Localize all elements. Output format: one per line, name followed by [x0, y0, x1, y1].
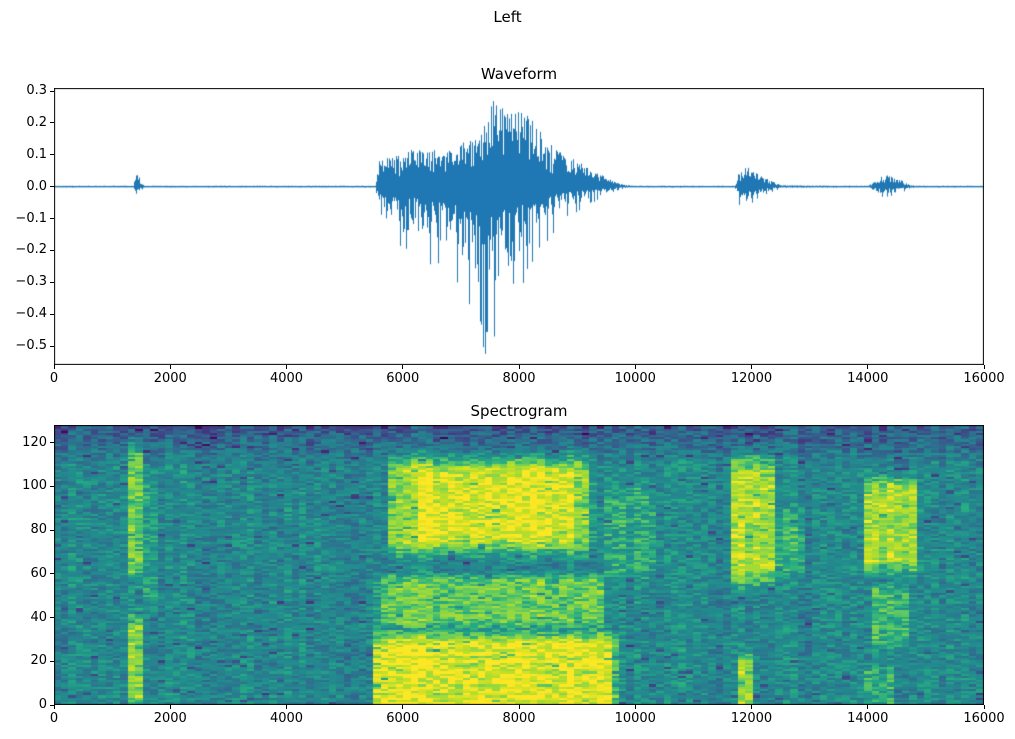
- waveform-xtick-mark: [286, 365, 287, 369]
- waveform-ytick-label: −0.2: [15, 242, 47, 258]
- waveform-xtick-mark: [402, 365, 404, 369]
- waveform-xtick-label: 10000: [614, 371, 656, 386]
- spectrogram-ytick-label: 40: [30, 609, 47, 625]
- waveform-xtick-label: 6000: [386, 371, 420, 386]
- spectrogram-xtick-label: 12000: [730, 711, 773, 726]
- spectrogram-xtick-mark: [751, 705, 752, 709]
- waveform-ytick-label: −0.3: [15, 274, 47, 290]
- spectrogram-ytick-label: 0: [38, 697, 47, 712]
- waveform-ytick-label: 0.1: [26, 146, 47, 162]
- waveform-xtick-mark: [169, 365, 171, 369]
- waveform-ytick-mark: [50, 90, 54, 92]
- spectrogram-xtick-mark: [402, 705, 404, 709]
- spectrogram-xtick-mark: [286, 705, 287, 709]
- spectrogram-ytick-label: 80: [30, 522, 47, 537]
- waveform-title: Waveform: [480, 65, 558, 83]
- waveform-xtick-mark: [518, 365, 520, 369]
- waveform-xtick-label: 0: [49, 371, 59, 386]
- waveform-ytick-mark: [50, 218, 54, 220]
- spectrogram-ytick-mark: [50, 573, 54, 575]
- spectrogram-xtick-mark: [169, 705, 171, 709]
- spectrogram-ytick-mark: [50, 485, 54, 487]
- waveform-xtick-label: 2000: [153, 371, 187, 386]
- waveform-ytick-mark: [50, 186, 54, 188]
- waveform-xtick-mark: [751, 365, 752, 369]
- spectrogram-ytick-mark: [50, 704, 54, 706]
- spectrogram-xtick-mark: [634, 705, 636, 709]
- waveform-ytick-mark: [50, 154, 54, 156]
- spectrogram-xtick-mark: [983, 705, 985, 709]
- spectrogram-ytick-mark: [50, 442, 54, 443]
- spectrogram-ytick-label: 60: [30, 565, 47, 581]
- waveform-ytick-mark: [50, 249, 54, 251]
- spectrogram-ytick-mark: [50, 617, 54, 618]
- waveform-ytick-mark: [50, 122, 54, 124]
- waveform-ytick-label: −0.5: [15, 338, 47, 354]
- waveform-xtick-label: 4000: [269, 371, 304, 386]
- waveform-ytick-label: −0.1: [15, 210, 47, 226]
- waveform-xtick-label: 8000: [502, 371, 536, 386]
- spectrogram-xtick-mark: [53, 705, 55, 709]
- spectrogram-canvas: [54, 425, 984, 705]
- waveform-ytick-mark: [50, 281, 54, 283]
- spectrogram-xtick-label: 10000: [614, 711, 656, 726]
- waveform-xtick-mark: [867, 365, 869, 369]
- waveform-xtick-label: 12000: [730, 371, 773, 386]
- figure-title: Left: [493, 8, 522, 26]
- waveform-ytick-mark: [50, 313, 54, 315]
- spectrogram-ytick-mark: [50, 660, 54, 662]
- spectrogram-xtick-label: 14000: [847, 711, 889, 726]
- waveform-ytick-label: 0.2: [26, 114, 47, 130]
- waveform-ytick-label: 0.3: [26, 83, 47, 99]
- waveform-ytick-label: −0.4: [15, 306, 47, 322]
- waveform-xtick-mark: [634, 365, 636, 369]
- spectrogram-title: Spectrogram: [470, 402, 568, 420]
- spectrogram-xtick-label: 4000: [269, 711, 304, 726]
- spectrogram-ytick-mark: [50, 529, 54, 531]
- spectrogram-xtick-label: 0: [49, 711, 59, 726]
- spectrogram-xtick-label: 16000: [963, 711, 1005, 726]
- waveform-ytick-mark: [50, 345, 54, 347]
- spectrogram-xtick-label: 6000: [386, 711, 420, 726]
- waveform-xtick-label: 14000: [847, 371, 889, 386]
- waveform-canvas: [54, 88, 984, 365]
- spectrogram-xtick-label: 8000: [502, 711, 536, 726]
- spectrogram-ytick-label: 100: [22, 478, 47, 494]
- waveform-xtick-label: 16000: [963, 371, 1005, 386]
- waveform-xtick-mark: [53, 365, 55, 369]
- spectrogram-ytick-label: 120: [22, 434, 47, 450]
- waveform-xtick-mark: [983, 365, 985, 369]
- spectrogram-xtick-mark: [867, 705, 869, 709]
- waveform-ytick-label: 0.0: [26, 178, 47, 194]
- spectrogram-xtick-mark: [518, 705, 520, 709]
- spectrogram-ytick-label: 20: [30, 653, 47, 669]
- spectrogram-xtick-label: 2000: [153, 711, 187, 726]
